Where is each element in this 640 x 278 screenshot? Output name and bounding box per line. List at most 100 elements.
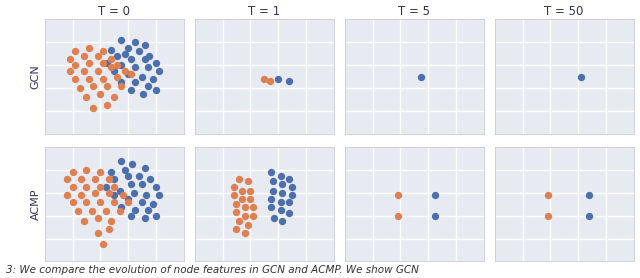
Point [76, 193, 86, 197]
Point [112, 54, 122, 58]
Point [137, 182, 147, 186]
Point [79, 69, 89, 73]
Point [116, 159, 126, 163]
Point [62, 193, 72, 197]
Point [277, 191, 287, 195]
Point [284, 211, 294, 216]
Point [120, 51, 131, 56]
Point [140, 57, 150, 62]
Point [98, 242, 108, 246]
Point [243, 223, 253, 227]
Point [84, 46, 94, 50]
Point [268, 179, 278, 184]
Point [284, 79, 294, 83]
Point [130, 208, 140, 212]
Point [584, 193, 595, 197]
Point [126, 72, 136, 76]
Point [81, 185, 92, 189]
Point [151, 185, 161, 189]
Point [237, 188, 247, 193]
Point [542, 193, 552, 197]
Point [126, 182, 136, 186]
Point [81, 200, 92, 204]
Point [116, 83, 126, 88]
Point [104, 177, 114, 182]
Point [88, 106, 99, 111]
Point [120, 69, 131, 73]
Point [148, 76, 158, 81]
Point [239, 230, 250, 235]
Point [126, 214, 136, 218]
Point [95, 185, 106, 189]
Title: T = 1: T = 1 [248, 5, 280, 18]
Point [228, 193, 239, 197]
Point [106, 48, 116, 53]
Point [90, 191, 100, 195]
Point [276, 208, 286, 212]
Point [140, 42, 150, 47]
Point [243, 179, 253, 184]
Point [84, 61, 94, 65]
Point [104, 227, 114, 232]
Point [276, 200, 286, 204]
Point [109, 95, 119, 99]
Title: T = 50: T = 50 [545, 5, 584, 18]
Point [95, 91, 106, 96]
Point [123, 173, 133, 178]
Point [228, 185, 239, 189]
Point [123, 72, 133, 76]
Point [277, 219, 287, 224]
Point [277, 182, 287, 186]
Point [106, 219, 116, 224]
Point [231, 210, 241, 215]
Point [112, 74, 122, 79]
Point [92, 69, 102, 73]
Point [116, 38, 126, 42]
Point [239, 204, 250, 209]
Point [67, 185, 77, 189]
Point [100, 209, 111, 213]
Point [234, 219, 244, 224]
Point [70, 63, 81, 67]
Point [130, 80, 140, 85]
Point [268, 188, 278, 193]
Point [87, 209, 97, 213]
Point [116, 80, 126, 85]
Point [65, 57, 75, 62]
Point [265, 79, 275, 83]
Point [237, 196, 247, 201]
Point [67, 200, 77, 204]
Point [245, 188, 255, 193]
Point [137, 200, 147, 204]
Point [151, 88, 161, 92]
Point [134, 49, 145, 54]
Point [79, 219, 89, 224]
Point [123, 46, 133, 50]
Point [259, 76, 269, 81]
Point [102, 83, 113, 88]
Point [102, 61, 113, 65]
Point [123, 200, 133, 204]
Point [542, 214, 552, 218]
Point [116, 204, 126, 209]
Point [126, 88, 136, 92]
Text: 3: We compare the evolution of node features in GCN and ACMP. We show GCN: 3: We compare the evolution of node feat… [6, 265, 419, 275]
Point [127, 162, 138, 167]
Point [123, 196, 133, 201]
Point [143, 83, 153, 88]
Point [109, 69, 119, 73]
Point [92, 216, 102, 220]
Point [90, 177, 100, 182]
Point [248, 204, 258, 209]
Point [141, 193, 151, 197]
Point [284, 177, 294, 182]
Point [154, 69, 164, 73]
Point [118, 193, 128, 197]
Point [74, 86, 84, 90]
Point [234, 177, 244, 182]
Point [284, 200, 294, 204]
Point [70, 76, 81, 81]
Point [98, 61, 108, 65]
Point [129, 191, 139, 195]
Point [76, 177, 86, 182]
